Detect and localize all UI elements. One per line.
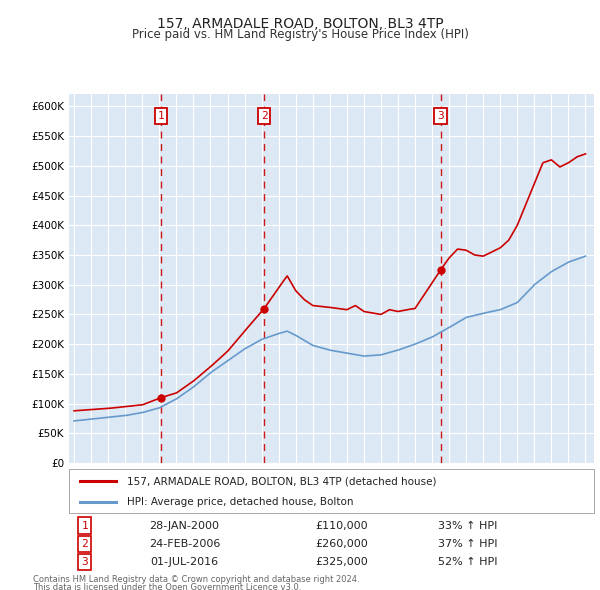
Text: 157, ARMADALE ROAD, BOLTON, BL3 4TP: 157, ARMADALE ROAD, BOLTON, BL3 4TP xyxy=(157,17,443,31)
Text: 157, ARMADALE ROAD, BOLTON, BL3 4TP (detached house): 157, ARMADALE ROAD, BOLTON, BL3 4TP (det… xyxy=(127,477,436,486)
Text: 2: 2 xyxy=(261,111,268,121)
Text: 1: 1 xyxy=(82,520,88,530)
Text: 2: 2 xyxy=(82,539,88,549)
Text: 52% ↑ HPI: 52% ↑ HPI xyxy=(438,557,498,567)
Text: 33% ↑ HPI: 33% ↑ HPI xyxy=(439,520,497,530)
Text: HPI: Average price, detached house, Bolton: HPI: Average price, detached house, Bolt… xyxy=(127,497,353,507)
Text: 28-JAN-2000: 28-JAN-2000 xyxy=(149,520,220,530)
Text: £110,000: £110,000 xyxy=(316,520,368,530)
Text: 3: 3 xyxy=(82,557,88,567)
Text: Contains HM Land Registry data © Crown copyright and database right 2024.: Contains HM Land Registry data © Crown c… xyxy=(33,575,359,584)
Text: 37% ↑ HPI: 37% ↑ HPI xyxy=(438,539,498,549)
Text: Price paid vs. HM Land Registry's House Price Index (HPI): Price paid vs. HM Land Registry's House … xyxy=(131,28,469,41)
Text: £325,000: £325,000 xyxy=(316,557,368,567)
Text: This data is licensed under the Open Government Licence v3.0.: This data is licensed under the Open Gov… xyxy=(33,583,301,590)
Text: £260,000: £260,000 xyxy=(316,539,368,549)
Text: 24-FEB-2006: 24-FEB-2006 xyxy=(149,539,220,549)
Text: 1: 1 xyxy=(157,111,164,121)
Text: 3: 3 xyxy=(437,111,444,121)
Text: 01-JUL-2016: 01-JUL-2016 xyxy=(151,557,218,567)
